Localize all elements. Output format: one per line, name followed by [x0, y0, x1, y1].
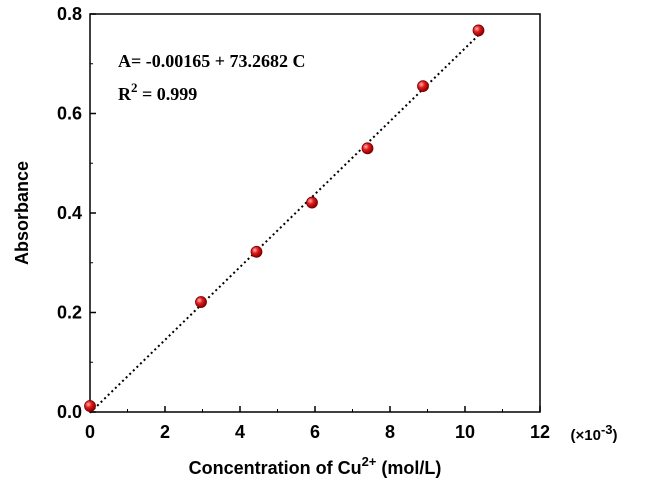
data-point	[195, 296, 207, 308]
x-tick-label: 6	[310, 422, 320, 442]
y-axis-ticks: 0.0 0.2 0.4 0.6 0.8	[57, 4, 96, 422]
data-point	[472, 24, 485, 37]
data-point	[84, 400, 96, 412]
x-axis-ticks: 0 2 4 6 8 10 12	[85, 406, 550, 442]
y-axis-title: Absorbance	[12, 161, 32, 265]
x-tick-label: 10	[455, 422, 475, 442]
data-points	[84, 24, 485, 412]
x-tick-label: 12	[530, 422, 550, 442]
r-squared-annotation: R2 = 0.999	[118, 80, 197, 104]
data-point	[250, 245, 263, 258]
x-tick-label: 4	[235, 422, 245, 442]
equation-annotation: A= -0.00165 + 73.2682 C	[118, 51, 306, 71]
y-tick-label: 0.6	[57, 104, 82, 124]
x-axis-title: Concentration of Cu2+ (mol/L)	[189, 454, 442, 478]
y-tick-label: 0.2	[57, 303, 82, 323]
data-point	[417, 80, 429, 93]
x-tick-label: 8	[385, 422, 395, 442]
y-tick-label: 0.8	[57, 4, 82, 24]
y-tick-label: 0.0	[57, 402, 82, 422]
x-tick-label: 0	[85, 422, 95, 442]
fit-line	[89, 34, 480, 414]
x-tick-label: 2	[160, 422, 170, 442]
plot-frame	[89, 13, 541, 413]
y-tick-label: 0.4	[57, 203, 82, 223]
x-axis-multiplier: (×10-3)	[570, 422, 617, 444]
data-point	[361, 142, 374, 155]
data-point	[306, 196, 318, 209]
